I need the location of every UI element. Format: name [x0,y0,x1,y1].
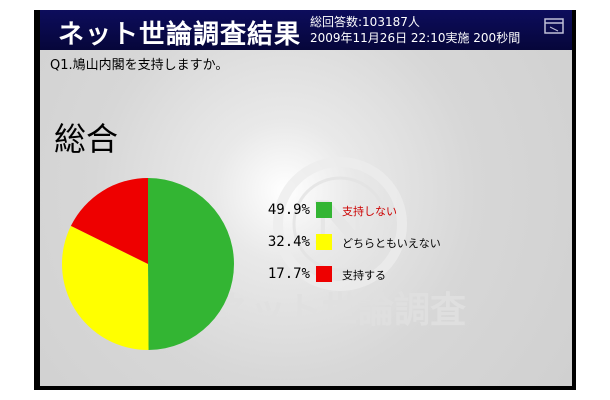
page-title: ネット世論調査結果 [58,20,302,50]
legend-value: 32.4% [267,234,310,250]
question-text: Q1.鳩山内閣を支持しますか。 [50,58,229,73]
pie-slice-3 [70,178,148,264]
watermark-logo: N ネット世論調査 [214,157,466,331]
result-panel: Q1.鳩山内閣を支持しますか。 N ネット世論調査 総合 49.9% 支持しない 3… [40,50,572,386]
watermark-text: ネット世論調査 [214,290,466,331]
pie-slice-2 [61,225,149,350]
section-title: 総合 [54,120,119,158]
pie-chart [61,178,234,350]
legend-swatch [316,202,332,218]
total-responses: 総回答数:103187人 [310,15,420,29]
legend-swatch [316,266,332,282]
legend-label: 支持する [342,269,386,282]
legend-value: 17.7% [267,266,310,282]
legend-value: 49.9% [267,202,310,218]
legend-swatch [316,234,332,250]
pie-slice-1 [148,178,234,350]
legend-label: どちらともいえない [342,237,441,250]
survey-date: 2009年11月26日 22:10実施 200秒間 [310,31,521,45]
window-icon [544,18,564,34]
header-bar: ネット世論調査結果 総回答数:103187人 2009年11月26日 22:10… [40,10,572,50]
legend-label: 支持しない [342,205,397,218]
survey-meta: 総回答数:103187人 2009年11月26日 22:10実施 200秒間 [310,14,520,46]
